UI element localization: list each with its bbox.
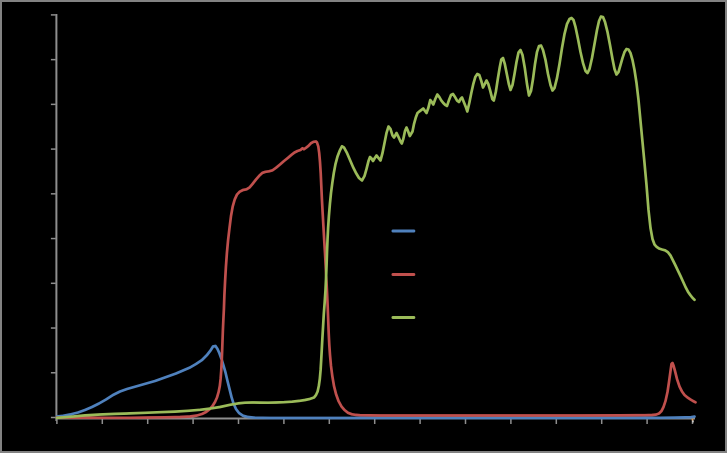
legend	[391, 229, 416, 319]
stray-marker-pixels	[691, 418, 694, 423]
legend-swatch-series-1	[391, 229, 416, 233]
series-line-series-1	[55, 344, 696, 420]
y-axis-ticks	[50, 14, 56, 419]
x-axis-ticks	[56, 419, 694, 424]
series-line-series-2	[55, 140, 697, 420]
data-series	[55, 15, 697, 420]
legend-swatch-series-2	[391, 273, 416, 276]
marker-silver	[692, 420, 694, 423]
legend-swatch-series-3	[391, 316, 416, 319]
series-line-series-3	[55, 15, 696, 420]
marker-orange	[691, 418, 694, 421]
